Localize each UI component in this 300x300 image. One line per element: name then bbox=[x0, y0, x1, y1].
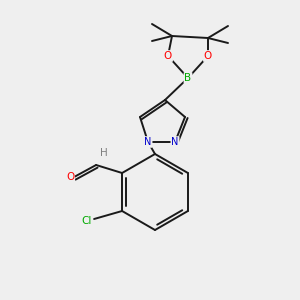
Text: B: B bbox=[184, 73, 192, 83]
Text: N: N bbox=[144, 137, 152, 147]
Text: O: O bbox=[204, 51, 212, 61]
Text: O: O bbox=[66, 172, 74, 182]
Text: O: O bbox=[164, 51, 172, 61]
Text: H: H bbox=[100, 148, 108, 158]
Text: Cl: Cl bbox=[81, 216, 91, 226]
Text: N: N bbox=[171, 137, 179, 147]
